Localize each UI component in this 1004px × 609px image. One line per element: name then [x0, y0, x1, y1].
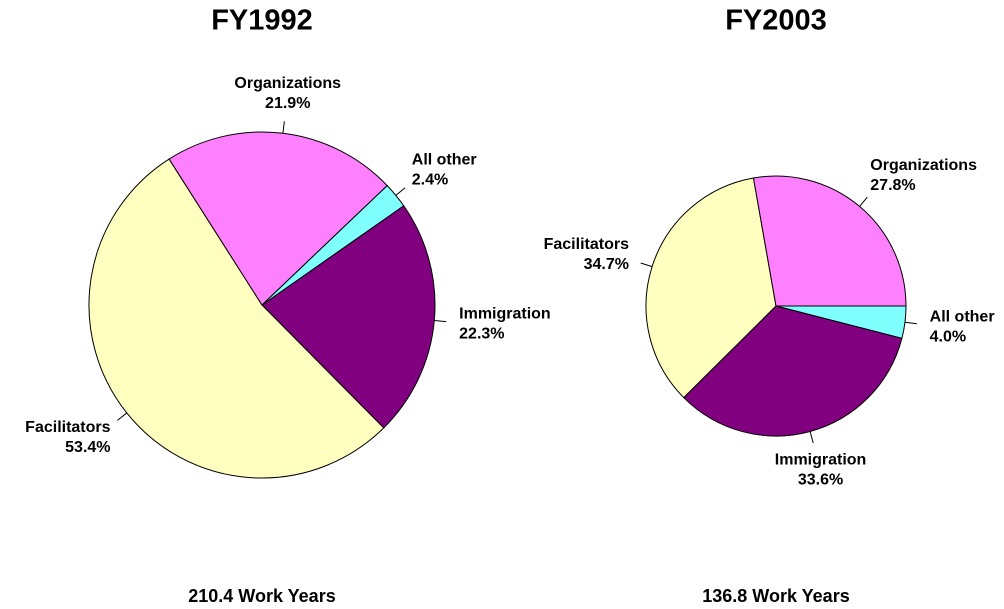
- leader-line: [904, 321, 917, 325]
- leader-line: [809, 431, 814, 444]
- pie-slice: [261, 184, 405, 306]
- slice-label: All other: [930, 309, 995, 326]
- pie-slice: [261, 205, 436, 429]
- pie-slice: [752, 175, 907, 307]
- leader-line: [282, 121, 285, 134]
- pie-slice: [168, 131, 388, 306]
- leader-line: [434, 320, 447, 323]
- slice-label: Immigration: [775, 451, 867, 468]
- pie-slice: [88, 158, 385, 479]
- slice-label: Immigration: [459, 305, 551, 322]
- slice-value-label: 33.6%: [798, 471, 843, 488]
- leader-line: [640, 262, 653, 268]
- slice-value-label: 53.4%: [65, 439, 110, 456]
- pie-caption: 210.4 Work Years: [188, 586, 335, 606]
- slice-label: All other: [412, 151, 477, 168]
- pie-caption: 136.8 Work Years: [702, 586, 849, 606]
- slice-value-label: 22.3%: [459, 325, 504, 342]
- slice-value-label: 21.9%: [265, 95, 310, 112]
- leader-line: [117, 412, 128, 421]
- pie-title: FY2003: [725, 5, 827, 37]
- leader-line: [395, 187, 406, 196]
- slice-value-label: 4.0%: [930, 329, 966, 346]
- pie-slice: [683, 305, 903, 437]
- slice-label: Facilitators: [544, 236, 629, 253]
- slice-value-label: 2.4%: [412, 171, 448, 188]
- slice-label: Facilitators: [25, 419, 110, 436]
- slice-label: Organizations: [234, 75, 341, 92]
- pie-title: FY1992: [211, 5, 313, 37]
- slice-value-label: 34.7%: [584, 256, 629, 273]
- slice-label: Organizations: [870, 157, 977, 174]
- slice-value-label: 27.8%: [870, 177, 915, 194]
- leader-line: [859, 196, 868, 207]
